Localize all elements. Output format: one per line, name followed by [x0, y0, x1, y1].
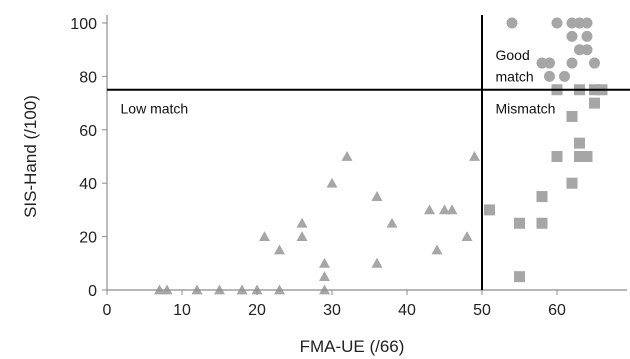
triangle-point: [259, 231, 270, 241]
y-tick-label: 80: [79, 69, 97, 86]
triangle-point: [446, 204, 458, 215]
circle-point: [566, 57, 578, 69]
circle-point: [566, 30, 578, 42]
circle-point: [581, 44, 593, 56]
circle-point: [506, 17, 518, 29]
square-point: [574, 151, 585, 162]
triangle-point: [424, 204, 435, 215]
square-point: [536, 217, 548, 229]
square-point: [566, 110, 578, 122]
circle-point: [581, 30, 593, 42]
square-point: [484, 204, 495, 216]
x-tick-label: 30: [323, 302, 341, 319]
triangle-point: [296, 231, 308, 241]
circle-point: [559, 70, 570, 82]
annotation-label: Mismatch: [496, 100, 556, 116]
triangle-point: [319, 257, 330, 268]
chart-ticks: 0 20 40 60 80 100 0 10 20 30 40 50 60: [70, 16, 566, 319]
annotation-label: Good: [496, 47, 530, 63]
x-tick-label: 20: [248, 302, 266, 319]
triangle-point: [371, 257, 383, 268]
square-point: [574, 137, 585, 149]
triangle-point: [326, 177, 338, 188]
circle-point: [581, 17, 593, 29]
x-axis-title: FMA-UE (/66): [300, 337, 405, 356]
chart-annotations: Low match Good match Mismatch: [121, 47, 556, 116]
y-tick-label: 40: [79, 176, 97, 193]
y-tick-label: 100: [70, 16, 97, 33]
chart-marks: [154, 17, 608, 295]
threshold-lines: [107, 15, 630, 290]
square-point: [514, 217, 525, 229]
triangle-point: [469, 151, 480, 161]
y-tick-label: 0: [88, 283, 97, 300]
x-tick-label: 50: [473, 302, 491, 319]
triangle-point: [431, 244, 443, 255]
y-tick-label: 20: [79, 230, 97, 247]
triangle-point: [371, 191, 383, 201]
triangle-point: [461, 231, 473, 241]
x-tick-label: 60: [548, 302, 566, 319]
square-point: [581, 151, 593, 162]
circle-point: [544, 70, 555, 82]
square-point: [551, 151, 563, 162]
square-point: [566, 177, 578, 189]
x-tick-label: 0: [103, 302, 112, 319]
x-tick-label: 40: [398, 302, 416, 319]
annotation-label: Low match: [121, 100, 189, 116]
square-point: [536, 191, 548, 203]
chart-axes: [106, 15, 627, 291]
circle-point: [544, 57, 555, 69]
y-tick-label: 60: [79, 123, 97, 140]
triangle-point: [319, 271, 330, 282]
circle-point: [551, 17, 563, 29]
triangle-point: [386, 217, 398, 228]
annotation-label: match: [496, 68, 534, 84]
y-axis-title: SIS-Hand (/100): [21, 95, 40, 218]
triangle-point: [274, 244, 285, 255]
square-point: [589, 97, 600, 109]
x-tick-label: 10: [173, 302, 191, 319]
triangle-point: [341, 151, 353, 161]
circle-point: [589, 57, 600, 69]
triangle-point: [439, 204, 450, 215]
square-point: [514, 271, 525, 283]
triangle-point: [296, 217, 308, 228]
